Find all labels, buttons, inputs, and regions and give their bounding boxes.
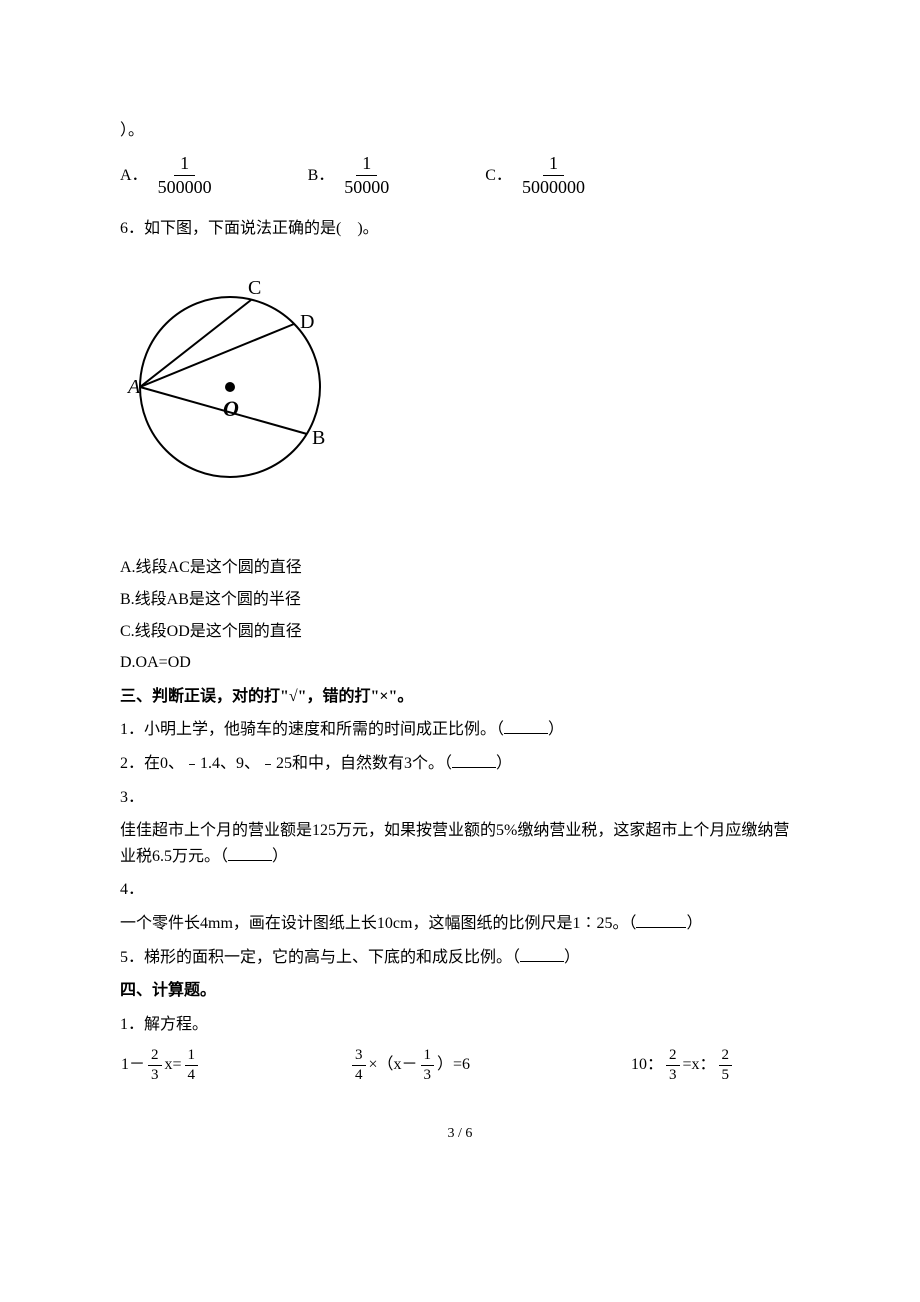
- q6-diagram: A C D B O: [120, 272, 800, 526]
- fraction-denominator: 50000: [338, 176, 395, 198]
- s3-item4-text: 一个零件长4mm，画在设计图纸上长10cm，这幅图纸的比例尺是1∶25。（）: [120, 911, 800, 937]
- label-c: C: [248, 277, 261, 299]
- eq1-mid: x=: [165, 1052, 182, 1078]
- fraction-denominator: 5000000: [516, 176, 591, 198]
- q6-choice-a: A.线段AC是这个圆的直径: [120, 555, 800, 581]
- q6-choice-d: D.OA=OD: [120, 650, 800, 676]
- eq1-frac1-n: 2: [148, 1047, 162, 1066]
- q5-option-a-label: A．: [120, 163, 148, 189]
- q5-option-b-label: B．: [308, 163, 335, 189]
- q6-choice-c: C.线段OD是这个圆的直径: [120, 619, 800, 645]
- eq1-frac1: 2 3: [148, 1047, 162, 1083]
- eq2-frac2-d: 3: [421, 1066, 435, 1084]
- circle-diagram-svg: A C D B O: [120, 272, 345, 497]
- eq1-frac2-d: 4: [185, 1066, 199, 1084]
- label-o: O: [223, 396, 239, 421]
- q5-option-c-label: C．: [485, 163, 512, 189]
- label-a: A: [126, 376, 141, 398]
- q6-stem: 6．如下图，下面说法正确的是( )。: [120, 216, 800, 242]
- s3-item5: 5．梯形的面积一定，它的高与上、下底的和成反比例。（）: [120, 945, 800, 971]
- eq2-mid1: ×（x－: [369, 1052, 418, 1078]
- fraction-numerator: 1: [543, 154, 564, 177]
- q5-option-a: A． 1 500000: [120, 154, 218, 199]
- eq3-frac1-n: 2: [666, 1047, 680, 1066]
- q5-option-b-fraction: 1 50000: [338, 154, 395, 199]
- eq2-frac2: 1 3: [421, 1047, 435, 1083]
- fraction-numerator: 1: [356, 154, 377, 177]
- label-b: B: [312, 427, 325, 449]
- eq2-frac1: 3 4: [352, 1047, 366, 1083]
- eq3-frac1-d: 3: [666, 1066, 680, 1084]
- q5-option-c-fraction: 1 5000000: [516, 154, 591, 199]
- eq3-left: 10：: [631, 1052, 663, 1078]
- eq3-frac1: 2 3: [666, 1047, 680, 1083]
- eq1-frac2: 1 4: [185, 1047, 199, 1083]
- s4-eq1: 1－ 2 3 x= 1 4: [120, 1047, 350, 1083]
- eq3-frac2: 2 5: [719, 1047, 733, 1083]
- s3-item3-num: 3．: [120, 785, 800, 811]
- eq1-left: 1－: [121, 1052, 145, 1078]
- eq2-frac1-d: 4: [352, 1066, 366, 1084]
- eq1-frac2-n: 1: [185, 1047, 199, 1066]
- s4-eq2: 3 4 ×（x－ 1 3 ）=6: [350, 1047, 630, 1083]
- q5-option-a-fraction: 1 500000: [152, 154, 218, 199]
- s3-item2: 2．在0、﹣1.4、9、﹣25和中，自然数有3个。（）: [120, 751, 800, 777]
- page-footer: 3 / 6: [120, 1123, 800, 1145]
- eq1-frac1-d: 3: [148, 1066, 162, 1084]
- q5-trailing-fragment: ）。: [120, 118, 800, 144]
- q6-choices: A.线段AC是这个圆的直径 B.线段AB是这个圆的半径 C.线段OD是这个圆的直…: [120, 555, 800, 675]
- section3-title: 三、判断正误，对的打"√"，错的打"×"。: [120, 684, 800, 710]
- s4-eq3: 10： 2 3 =x： 2 5: [630, 1047, 734, 1083]
- eq3-frac2-d: 5: [719, 1066, 733, 1084]
- q5-options-row: A． 1 500000 B． 1 50000 C． 1 5000000: [120, 154, 800, 199]
- s3-item4-num: 4．: [120, 877, 800, 903]
- eq2-mid2: ）=6: [437, 1052, 470, 1078]
- fraction-numerator: 1: [174, 154, 195, 177]
- q6-choice-b: B.线段AB是这个圆的半径: [120, 587, 800, 613]
- s3-item3-text: 佳佳超市上个月的营业额是125万元，如果按营业额的5%缴纳营业税，这家超市上个月…: [120, 818, 800, 869]
- label-d: D: [300, 311, 314, 333]
- eq3-mid: =x：: [683, 1052, 716, 1078]
- s4-item1: 1．解方程。: [120, 1012, 800, 1038]
- q5-option-b: B． 1 50000: [308, 154, 396, 199]
- fraction-denominator: 500000: [152, 176, 218, 198]
- eq2-frac2-n: 1: [421, 1047, 435, 1066]
- eq3-frac2-n: 2: [719, 1047, 733, 1066]
- s4-equations: 1－ 2 3 x= 1 4 3 4 ×（x－ 1 3 ）=6 10： 2 3 =…: [120, 1047, 800, 1083]
- s3-item1: 1．小明上学，他骑车的速度和所需的时间成正比例。（）: [120, 717, 800, 743]
- section4-title: 四、计算题。: [120, 978, 800, 1004]
- eq2-frac1-n: 3: [352, 1047, 366, 1066]
- q5-option-c: C． 1 5000000: [485, 154, 591, 199]
